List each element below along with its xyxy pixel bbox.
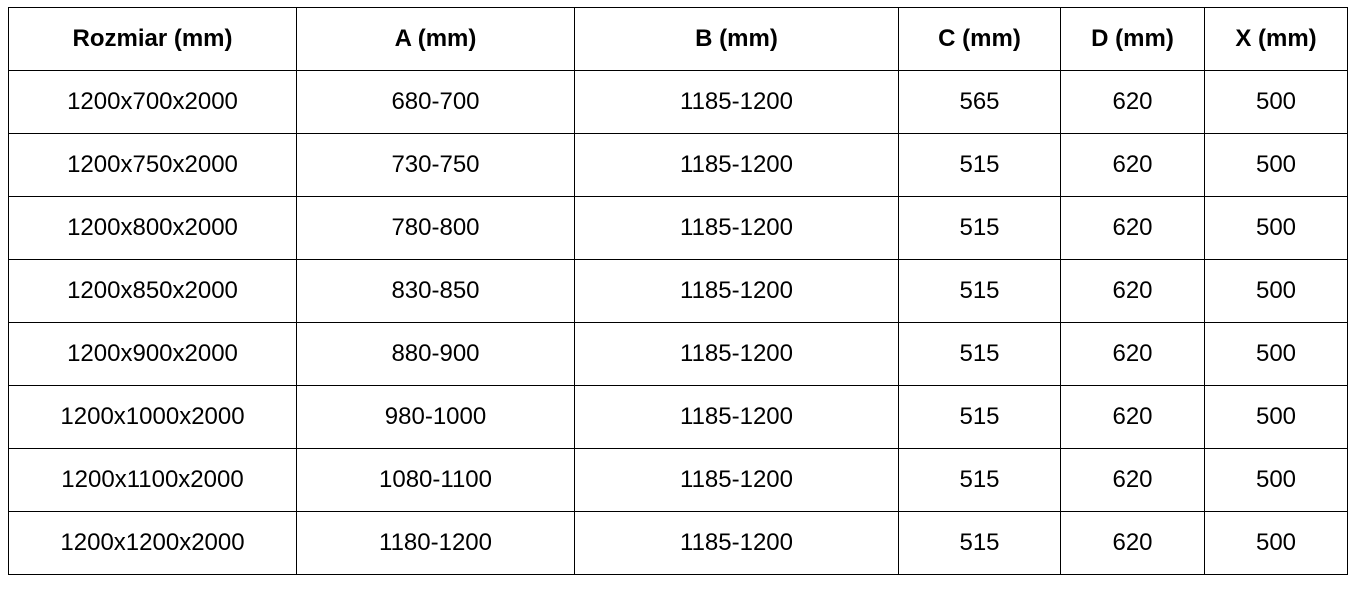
- table-cell: 1200x1100x2000: [8, 448, 297, 512]
- table-cell: 1080-1100: [296, 448, 575, 512]
- column-header: C (mm): [898, 7, 1061, 71]
- table-cell: 620: [1060, 385, 1205, 449]
- table-cell: 1200x1200x2000: [8, 511, 297, 575]
- table-row: 1200x850x2000 830-850 1185-1200 515 620 500: [8, 259, 1348, 323]
- table-cell: 515: [898, 259, 1061, 323]
- table-cell: 880-900: [296, 322, 575, 386]
- table-cell: 500: [1204, 196, 1348, 260]
- table-cell: 1185-1200: [574, 196, 899, 260]
- table-row: 1200x1200x2000 1180-1200 1185-1200 515 620 50…: [8, 511, 1348, 575]
- table-cell: 515: [898, 196, 1061, 260]
- table-cell: 830-850: [296, 259, 575, 323]
- table-cell: 1200x700x2000: [8, 70, 297, 134]
- table-cell: 1185-1200: [574, 70, 899, 134]
- table-cell: 565: [898, 70, 1061, 134]
- column-header: X (mm): [1204, 7, 1348, 71]
- table-cell: 620: [1060, 259, 1205, 323]
- table-cell: 1200x750x2000: [8, 133, 297, 197]
- table-cell: 780-800: [296, 196, 575, 260]
- table-cell: 1185-1200: [574, 259, 899, 323]
- table-cell: 620: [1060, 448, 1205, 512]
- column-header: D (mm): [1060, 7, 1205, 71]
- table-cell: 1200x800x2000: [8, 196, 297, 260]
- table-cell: 500: [1204, 322, 1348, 386]
- dimensions-table: Rozmiar (mm) A (mm) B (mm) C (mm) D (mm) X (m…: [8, 7, 1348, 575]
- table-cell: 730-750: [296, 133, 575, 197]
- table-cell: 515: [898, 448, 1061, 512]
- table-cell: 620: [1060, 511, 1205, 575]
- table-row: 1200x700x2000 680-700 1185-1200 565 620 500: [8, 70, 1348, 134]
- column-header: B (mm): [574, 7, 899, 71]
- table-cell: 1200x850x2000: [8, 259, 297, 323]
- table-cell: 1200x1000x2000: [8, 385, 297, 449]
- table-row: 1200x800x2000 780-800 1185-1200 515 620 500: [8, 196, 1348, 260]
- table-row: 1200x1100x2000 1080-1100 1185-1200 515 620 50…: [8, 448, 1348, 512]
- table-row: 1200x750x2000 730-750 1185-1200 515 620 500: [8, 133, 1348, 197]
- table-cell: 500: [1204, 259, 1348, 323]
- table-cell: 515: [898, 511, 1061, 575]
- table-cell: 515: [898, 133, 1061, 197]
- table-cell: 515: [898, 322, 1061, 386]
- table-cell: 1185-1200: [574, 133, 899, 197]
- table-cell: 500: [1204, 511, 1348, 575]
- table-cell: 1185-1200: [574, 385, 899, 449]
- table-cell: 620: [1060, 196, 1205, 260]
- table-cell: 620: [1060, 322, 1205, 386]
- table-cell: 515: [898, 385, 1061, 449]
- table-cell: 500: [1204, 70, 1348, 134]
- column-header: A (mm): [296, 7, 575, 71]
- table-cell: 1185-1200: [574, 448, 899, 512]
- table-row: 1200x1000x2000 980-1000 1185-1200 515 620 500: [8, 385, 1348, 449]
- column-header: Rozmiar (mm): [8, 7, 297, 71]
- table-cell: 980-1000: [296, 385, 575, 449]
- table-cell: 1185-1200: [574, 322, 899, 386]
- table-cell: 620: [1060, 70, 1205, 134]
- table-cell: 500: [1204, 133, 1348, 197]
- table-cell: 680-700: [296, 70, 575, 134]
- table-row: 1200x900x2000 880-900 1185-1200 515 620 500: [8, 322, 1348, 386]
- table-cell: 1180-1200: [296, 511, 575, 575]
- table-cell: 620: [1060, 133, 1205, 197]
- table-cell: 500: [1204, 448, 1348, 512]
- table-cell: 1200x900x2000: [8, 322, 297, 386]
- table-cell: 1185-1200: [574, 511, 899, 575]
- header-row: Rozmiar (mm) A (mm) B (mm) C (mm) D (mm) X (m…: [8, 7, 1348, 71]
- table-cell: 500: [1204, 385, 1348, 449]
